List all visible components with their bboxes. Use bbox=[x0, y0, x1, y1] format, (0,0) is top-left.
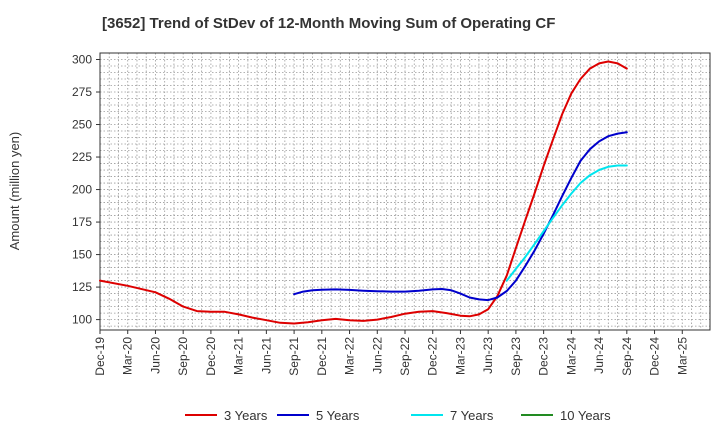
series-line-3-years bbox=[99, 60, 628, 325]
series-line-5-years bbox=[293, 131, 628, 302]
x-tick-label: Sep-23 bbox=[509, 337, 523, 376]
x-tick-label: Dec-22 bbox=[426, 337, 440, 376]
legend-label-3-years: 3 Years bbox=[224, 408, 268, 423]
y-tick-label: 100 bbox=[72, 313, 92, 327]
chart-title: [3652] Trend of StDev of 12-Month Moving… bbox=[102, 15, 555, 32]
x-tick-label: Mar-25 bbox=[675, 337, 689, 375]
y-axis-title: Amount (million yen) bbox=[7, 132, 22, 251]
x-tick-label: Sep-21 bbox=[287, 337, 301, 376]
x-tick-label: Sep-22 bbox=[398, 337, 412, 376]
y-tick-label: 175 bbox=[72, 215, 92, 229]
y-tick-label: 300 bbox=[72, 53, 92, 67]
x-tick-label: Mar-20 bbox=[121, 337, 135, 375]
series-line-7-years bbox=[505, 164, 628, 282]
x-tick-label: Dec-19 bbox=[93, 337, 107, 376]
x-tick-label: Sep-24 bbox=[620, 337, 634, 376]
y-tick-label: 250 bbox=[72, 118, 92, 132]
legend-label-7-years: 7 Years bbox=[450, 408, 494, 423]
series-lines bbox=[99, 60, 628, 325]
x-tick-label: Jun-23 bbox=[481, 337, 495, 374]
x-tick-label: Dec-24 bbox=[648, 337, 662, 376]
x-axis: Dec-19 Mar-20 Jun-20 Sep-20 Dec-20 Mar-21 Jun-… bbox=[93, 330, 689, 376]
y-tick-label: 275 bbox=[72, 85, 92, 99]
x-tick-label: Jun-20 bbox=[148, 337, 162, 374]
x-tick-label: Jun-22 bbox=[370, 337, 384, 374]
x-tick-label: Dec-20 bbox=[204, 337, 218, 376]
x-tick-label: Dec-21 bbox=[315, 337, 329, 376]
y-tick-label: 225 bbox=[72, 150, 92, 164]
x-tick-label: Jun-24 bbox=[592, 337, 606, 374]
grid bbox=[100, 53, 710, 330]
y-tick-label: 200 bbox=[72, 183, 92, 197]
x-tick-label: Mar-24 bbox=[564, 337, 578, 375]
x-tick-label: Mar-23 bbox=[453, 337, 467, 375]
legend: 3 Years 5 Years 7 Years 10 Years bbox=[185, 408, 611, 423]
y-tick-label: 150 bbox=[72, 248, 92, 262]
legend-label-10-years: 10 Years bbox=[560, 408, 611, 423]
x-tick-label: Mar-22 bbox=[343, 337, 357, 375]
x-tick-label: Dec-23 bbox=[537, 337, 551, 376]
y-axis: 100 125 150 175 200 225 250 275 300 bbox=[72, 53, 100, 327]
x-tick-label: Jun-21 bbox=[259, 337, 273, 374]
y-tick-label: 125 bbox=[72, 280, 92, 294]
legend-label-5-years: 5 Years bbox=[316, 408, 360, 423]
x-tick-label: Sep-20 bbox=[176, 337, 190, 376]
x-tick-label: Mar-21 bbox=[232, 337, 246, 375]
